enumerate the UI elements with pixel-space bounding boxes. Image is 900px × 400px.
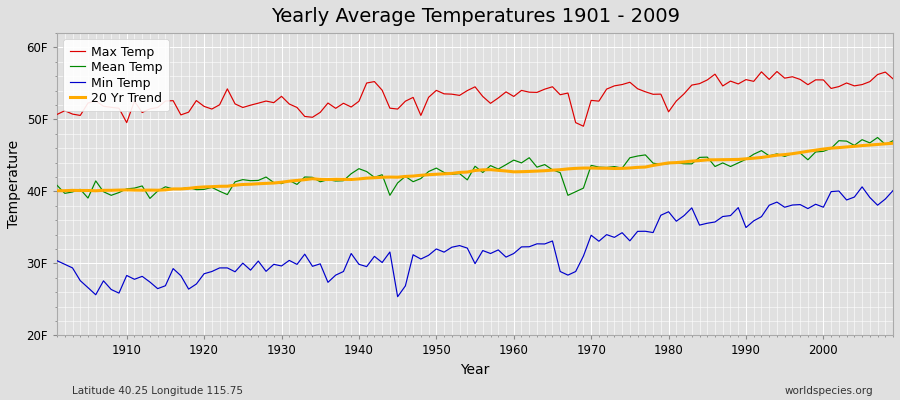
20 Yr Trend (887, 141, 898, 146)
20 Yr Trend (609, 166, 620, 171)
Mean Temp (516, 160, 526, 165)
20 Yr Trend (51, 188, 62, 193)
X-axis label: Year: Year (461, 363, 490, 377)
Line: Mean Temp: Mean Temp (57, 138, 893, 198)
Line: Max Temp: Max Temp (57, 72, 893, 126)
Line: 20 Yr Trend: 20 Yr Trend (57, 143, 893, 191)
Min Temp (284, 258, 294, 263)
Line: Min Temp: Min Temp (57, 187, 893, 297)
Min Temp (392, 294, 403, 299)
Min Temp (330, 273, 341, 278)
Min Temp (609, 235, 620, 240)
Mean Temp (145, 196, 156, 201)
Min Temp (51, 258, 62, 263)
Max Temp (500, 90, 511, 94)
Mean Temp (508, 158, 519, 162)
Min Temp (516, 244, 526, 249)
Max Temp (771, 69, 782, 74)
Text: Latitude 40.25 Longitude 115.75: Latitude 40.25 Longitude 115.75 (72, 386, 243, 396)
Max Temp (887, 76, 898, 81)
20 Yr Trend (516, 169, 526, 174)
Max Temp (284, 102, 294, 106)
Max Temp (113, 106, 124, 111)
20 Yr Trend (90, 188, 101, 193)
Max Temp (609, 84, 620, 88)
Mean Temp (609, 164, 620, 169)
Mean Temp (113, 190, 124, 195)
Legend: Max Temp, Mean Temp, Min Temp, 20 Yr Trend: Max Temp, Mean Temp, Min Temp, 20 Yr Tre… (63, 39, 168, 111)
Max Temp (330, 106, 341, 111)
Min Temp (887, 188, 898, 193)
Y-axis label: Temperature: Temperature (7, 140, 21, 228)
Max Temp (508, 94, 519, 99)
20 Yr Trend (292, 178, 302, 183)
20 Yr Trend (122, 188, 132, 192)
Min Temp (113, 291, 124, 296)
Mean Temp (51, 183, 62, 188)
Max Temp (578, 124, 589, 129)
Mean Temp (872, 135, 883, 140)
Mean Temp (887, 138, 898, 143)
Min Temp (857, 184, 868, 189)
Title: Yearly Average Temperatures 1901 - 2009: Yearly Average Temperatures 1901 - 2009 (271, 7, 680, 26)
Min Temp (508, 251, 519, 256)
20 Yr Trend (338, 177, 349, 182)
Max Temp (51, 112, 62, 117)
Mean Temp (292, 182, 302, 187)
Text: worldspecies.org: worldspecies.org (785, 386, 873, 396)
Mean Temp (338, 178, 349, 183)
20 Yr Trend (508, 170, 519, 174)
